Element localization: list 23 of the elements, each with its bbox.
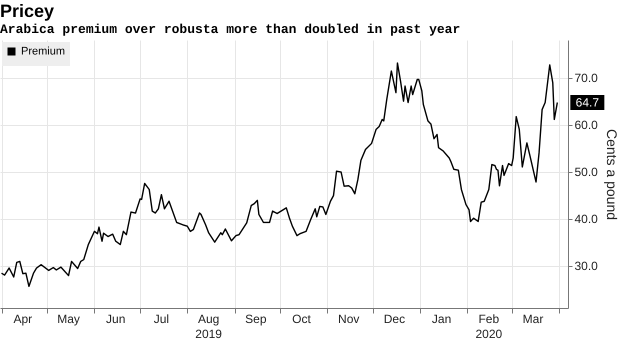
y-tick-label: 30.0 xyxy=(574,259,598,274)
x-tick-label: Sep xyxy=(245,312,267,326)
x-tick-label: Jun xyxy=(106,312,126,326)
x-tick-label: May xyxy=(57,312,80,326)
y-tick-label: 70.0 xyxy=(574,71,598,86)
x-tick-label: Jul xyxy=(154,312,170,326)
y-axis-title: Cents a pound xyxy=(604,128,620,220)
chart-title: Pricey xyxy=(0,1,54,21)
annotation: 64.7 xyxy=(576,96,600,110)
chart-subtitle: Arabica premium over robusta more than doubled in past year xyxy=(0,22,460,37)
x-tick-label: Apr xyxy=(14,312,32,326)
y-tick-label: 60.0 xyxy=(574,118,598,132)
line-series xyxy=(0,62,558,288)
x-tick-label: Jan xyxy=(432,312,452,326)
x-tick-label: Nov xyxy=(338,312,360,326)
legend-label: Premium xyxy=(21,46,66,58)
x-tick-label: Feb 2020 xyxy=(475,312,502,341)
y-tick-label: 50.0 xyxy=(574,165,598,180)
x-tick-label: Oct xyxy=(292,312,312,326)
x-tick-label: Mar xyxy=(522,312,544,326)
y-tick-label: 40.0 xyxy=(574,212,598,226)
x-tick-label: Dec xyxy=(384,312,406,326)
x-tick-label: Aug 2019 xyxy=(195,312,222,341)
